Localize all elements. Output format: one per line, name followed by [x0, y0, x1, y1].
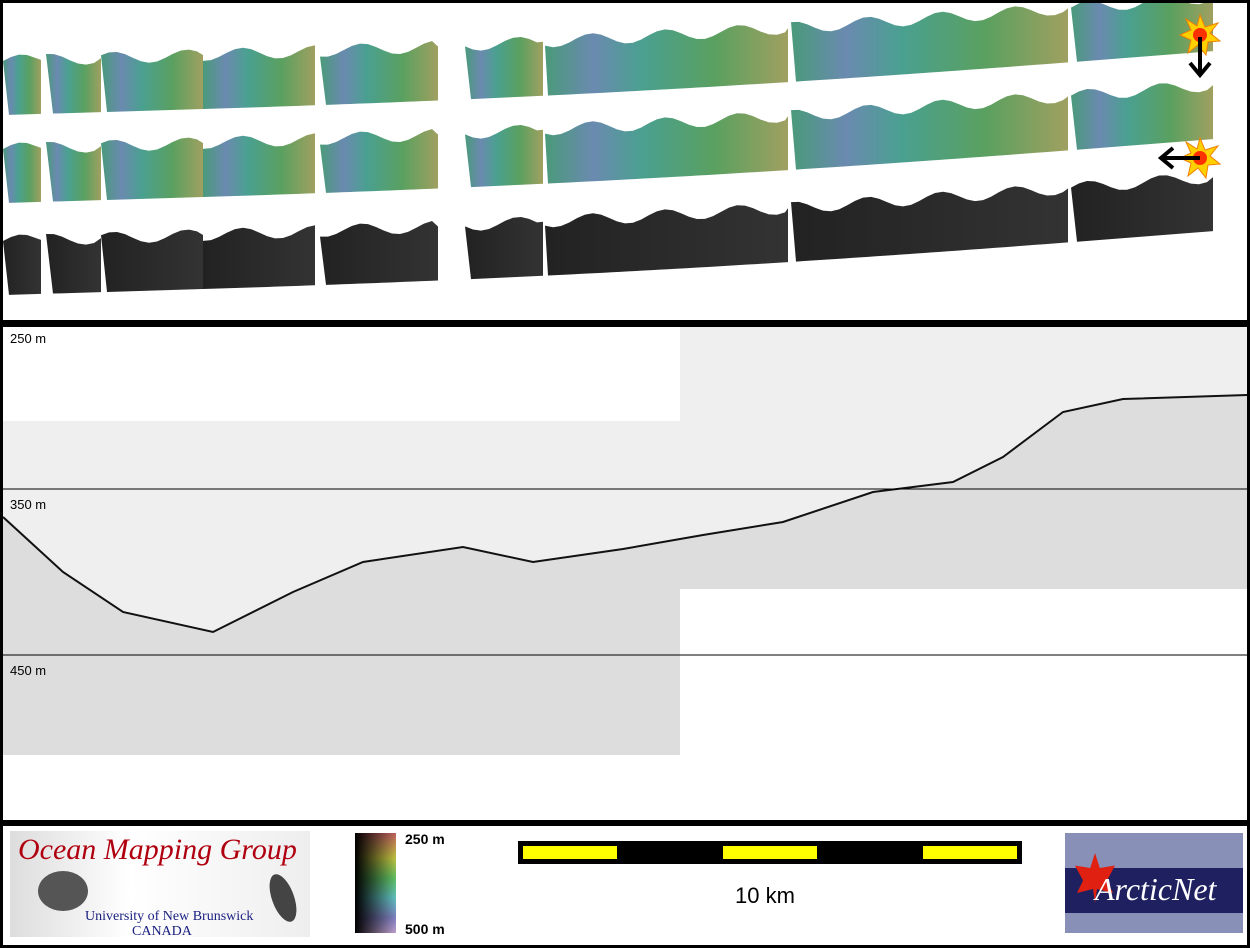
logo-title: ArcticNet	[1095, 871, 1217, 907]
depth-label: 250 m	[10, 331, 47, 346]
logo-title: Ocean Mapping Group	[18, 833, 297, 866]
swath-segment	[1071, 175, 1213, 242]
swath-segment	[791, 94, 1068, 170]
swath-segment	[203, 225, 315, 290]
arrow-left-icon	[1157, 146, 1200, 170]
swath-segment	[3, 234, 41, 295]
swath-segment	[1071, 83, 1213, 150]
swath-segment	[545, 25, 788, 96]
footer-panel: Ocean Mapping Group University of New Br…	[3, 826, 1247, 945]
swath-segment	[101, 229, 203, 292]
swath-segment	[203, 133, 315, 198]
swath-segment	[1071, 3, 1213, 62]
swath-segment	[320, 40, 438, 105]
depth-label: 450 m	[10, 663, 47, 678]
swath-segment	[3, 142, 41, 203]
swath-segment	[320, 220, 438, 285]
colorbar-bottom-label: 500 m	[405, 921, 445, 937]
depth-label: 350 m	[10, 497, 47, 512]
arcticnet-logo: ArcticNet	[1065, 833, 1243, 933]
logo-subtitle: University of New Brunswick	[85, 909, 254, 924]
illumination-icons	[1157, 13, 1222, 180]
swath-segment	[320, 128, 438, 193]
swath-segment	[465, 36, 543, 100]
swath-segment	[545, 205, 788, 276]
colorbar-top-label: 250 m	[405, 831, 445, 847]
swath-segment	[203, 45, 315, 110]
logo-subtitle: CANADA	[132, 924, 192, 939]
swath-strips	[3, 3, 1213, 295]
arrow-down-icon	[1188, 37, 1212, 79]
swath-segment	[545, 113, 788, 184]
scale-bar-label: 10 km	[735, 883, 795, 908]
depth-colorbar	[355, 833, 396, 933]
swath-map-panel	[3, 3, 1247, 320]
seismic-profile	[3, 327, 1247, 755]
swath-segment	[101, 137, 203, 200]
scale-bar	[518, 841, 1022, 864]
swath-segment	[791, 186, 1068, 262]
swath-segment	[46, 53, 101, 114]
swath-segment	[101, 49, 203, 112]
ocean-mapping-group-logo: Ocean Mapping Group University of New Br…	[10, 831, 310, 939]
swath-segment	[46, 141, 101, 202]
seismic-profile-panel: 250 m 350 m 450 m	[3, 327, 1247, 820]
swath-segment	[3, 54, 41, 115]
swath-segment	[46, 233, 101, 294]
swath-segment	[465, 124, 543, 188]
swath-segment	[465, 216, 543, 280]
swath-segment	[791, 6, 1068, 82]
